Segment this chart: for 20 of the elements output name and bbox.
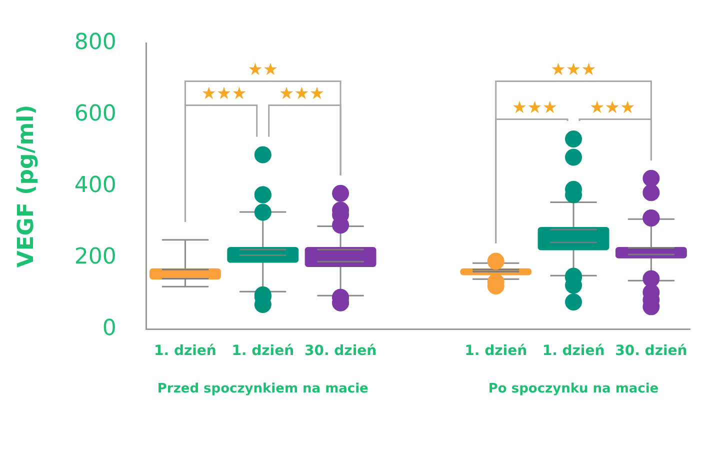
x-tick-label: 1. dzień bbox=[464, 343, 528, 360]
text: Przed spoczynkiem na macie bbox=[157, 382, 369, 397]
y-tick-label: 200 bbox=[74, 244, 116, 270]
annotation: ★★★ bbox=[589, 98, 636, 118]
x-tick-label: 1. dzień bbox=[542, 343, 605, 360]
text: Po spoczynku na macie bbox=[488, 382, 659, 397]
y-tick-label: 400 bbox=[74, 172, 116, 198]
annotation: ★★★ bbox=[512, 98, 558, 118]
annotation: ★★★ bbox=[550, 60, 596, 80]
y-tick-label: 600 bbox=[74, 101, 116, 126]
y-tick-label: 800 bbox=[74, 30, 116, 55]
annotation: ★★★ bbox=[201, 84, 247, 104]
y-axis-title: VEGF (pg/ml) bbox=[14, 104, 39, 268]
x-tick-label: 1. dzień bbox=[154, 343, 216, 360]
annotation: ★★★ bbox=[278, 84, 325, 104]
annotation: ★★ bbox=[248, 60, 278, 80]
x-tick-label: 30. dzień bbox=[615, 343, 688, 360]
x-tick-label: 1. dzień bbox=[232, 343, 294, 360]
y-tick-label: 0 bbox=[102, 316, 116, 341]
x-tick-label: 30. dzień bbox=[304, 343, 377, 360]
